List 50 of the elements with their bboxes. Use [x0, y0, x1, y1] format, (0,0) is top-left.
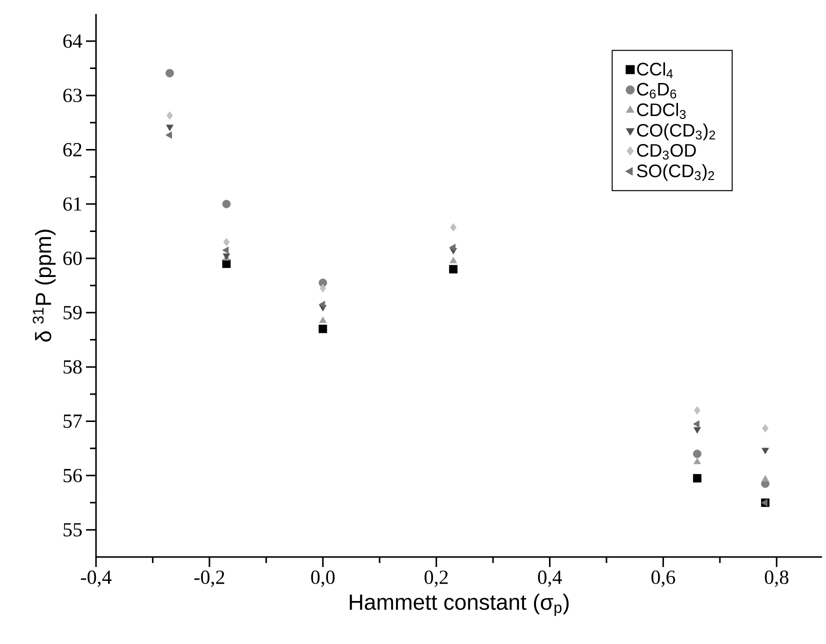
point — [222, 260, 231, 268]
point — [166, 68, 174, 78]
y-tick-label: 63 — [63, 88, 82, 102]
point — [223, 238, 230, 246]
point — [694, 406, 700, 415]
point — [762, 448, 769, 454]
y-tick-label: 55 — [64, 523, 82, 536]
point — [318, 324, 328, 334]
legend-label: CDCl$_{3}$ — [637, 102, 686, 119]
x-tick-label: 0,2 — [424, 570, 448, 587]
legend-label: CD$_{3}$OD — [637, 144, 696, 160]
x-tick-label: 0,8 — [764, 570, 788, 587]
point — [318, 300, 326, 308]
point — [166, 131, 172, 139]
legend-label: CO(CD$_{3}$)$_{2}$ — [637, 123, 716, 140]
point — [319, 316, 327, 323]
y-tick-label: 58 — [64, 360, 82, 374]
x-tick-label: -0,4 — [80, 570, 112, 587]
point — [693, 450, 702, 458]
point — [693, 474, 702, 482]
point — [450, 223, 457, 232]
x-tick-label: 0,6 — [651, 570, 676, 587]
point — [320, 284, 326, 292]
point — [694, 458, 701, 464]
y-tick-label: 56 — [64, 468, 82, 482]
legend-label: CCl$_{4}$ — [637, 62, 673, 78]
point — [166, 124, 174, 132]
legend-label: SO(CD$_{3}$)$_{2}$ — [637, 164, 714, 181]
y-tick-label: 61 — [63, 197, 82, 211]
point — [166, 111, 173, 120]
point — [449, 244, 456, 252]
point — [450, 256, 457, 264]
y-tick-label: 62 — [63, 143, 82, 156]
x-tick-label: 0,4 — [538, 570, 562, 587]
point — [762, 475, 769, 482]
y-tick-label: 59 — [64, 306, 82, 320]
point — [449, 264, 458, 274]
point — [693, 420, 700, 428]
point — [762, 424, 768, 432]
y-tick-label: 57 — [64, 414, 82, 428]
point — [222, 200, 231, 208]
y-tick-label: 64 — [63, 34, 82, 48]
point — [694, 427, 701, 434]
x-tick-label: 0,0 — [311, 570, 335, 587]
y-tick-label: 60 — [63, 252, 82, 266]
x-tick-label: -0,2 — [194, 570, 224, 587]
point — [222, 246, 229, 254]
x-axis-title: Hammett constant (σ$_{p}$) — [350, 594, 569, 616]
legend-label: C$_{6}$D$_{6}$ — [637, 82, 676, 98]
y-axis-title: δ $^{31}$P (ppm) — [32, 230, 56, 342]
